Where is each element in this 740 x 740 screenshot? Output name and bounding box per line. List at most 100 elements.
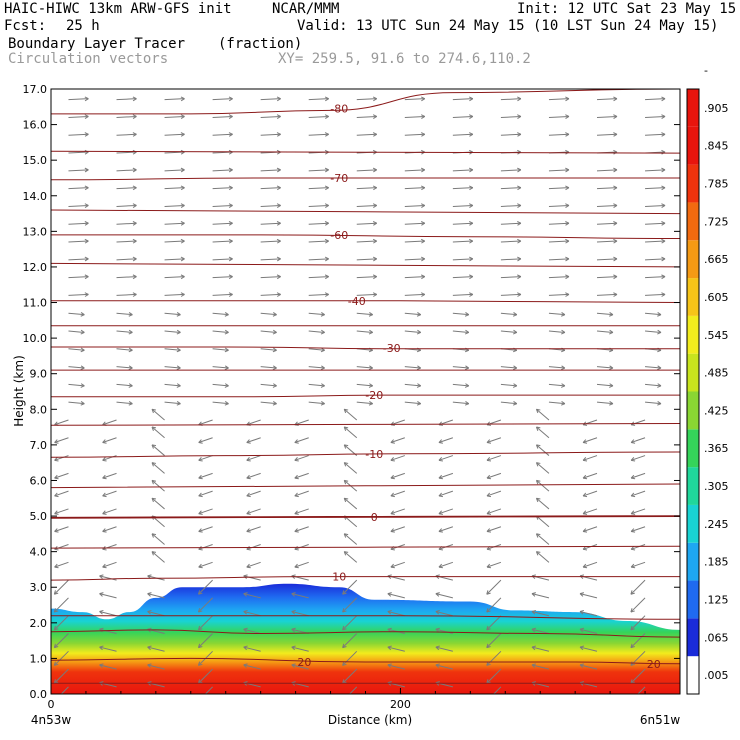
circulation-vector bbox=[68, 238, 89, 244]
circulation-vector bbox=[53, 579, 69, 595]
circulation-vector bbox=[198, 455, 213, 462]
circulation-vector bbox=[535, 408, 550, 421]
circulation-vector bbox=[116, 292, 137, 297]
circulation-vector bbox=[116, 114, 137, 119]
circulation-vector bbox=[243, 609, 261, 617]
colorbar-label: - bbox=[704, 64, 708, 77]
circulation-vector bbox=[645, 221, 666, 226]
circulation-vector bbox=[390, 526, 405, 533]
circulation-vector bbox=[452, 256, 474, 262]
circulation-vector bbox=[500, 132, 522, 137]
circulation-vector bbox=[579, 663, 598, 670]
colorbar-swatch bbox=[687, 278, 699, 316]
circulation-vector bbox=[645, 329, 662, 335]
circulation-vector bbox=[390, 455, 405, 462]
temperature-contour--40 bbox=[51, 300, 680, 303]
circulation-vector bbox=[548, 221, 570, 226]
circulation-vector bbox=[390, 472, 405, 480]
tracer-area bbox=[51, 583, 680, 694]
circulation-vector bbox=[54, 490, 69, 498]
colorbar-label: .425 bbox=[704, 404, 729, 417]
circulation-vector bbox=[438, 526, 454, 533]
circulation-vector bbox=[500, 312, 518, 317]
colorbar-label: .185 bbox=[704, 556, 729, 569]
circulation-vector bbox=[116, 167, 137, 173]
circulation-vector bbox=[579, 627, 598, 634]
circulation-vector bbox=[212, 274, 233, 280]
circulation-vector bbox=[212, 312, 229, 317]
circulation-vector bbox=[356, 365, 373, 371]
circulation-vector bbox=[260, 203, 281, 208]
circulation-vector bbox=[356, 185, 378, 191]
circulation-vector bbox=[404, 238, 426, 244]
circulation-vector bbox=[294, 472, 309, 480]
circulation-vector bbox=[68, 167, 89, 173]
circulation-vector bbox=[53, 633, 69, 649]
circulation-vector bbox=[435, 663, 453, 670]
circulation-vector bbox=[54, 437, 69, 444]
circulation-vector bbox=[645, 292, 666, 297]
circulation-vector bbox=[308, 312, 325, 317]
circulation-vector bbox=[531, 574, 550, 581]
circulation-vector bbox=[99, 609, 117, 617]
circulation-vector bbox=[343, 551, 358, 563]
circulation-vector bbox=[212, 238, 233, 244]
circulation-vector bbox=[212, 203, 233, 208]
circulation-vector bbox=[54, 419, 69, 426]
circulation-vector bbox=[68, 114, 89, 119]
circulation-vector bbox=[452, 238, 474, 244]
contour-label: 0 bbox=[371, 511, 378, 524]
circulation-vector bbox=[435, 609, 453, 617]
circulation-vector bbox=[404, 274, 426, 280]
circulation-vector bbox=[246, 455, 261, 462]
circulation-vector bbox=[548, 274, 570, 280]
circulation-vector bbox=[164, 132, 185, 137]
circulation-vector bbox=[579, 574, 598, 581]
circulation-vector bbox=[68, 274, 89, 280]
circulation-vector bbox=[452, 96, 474, 102]
circulation-vector bbox=[486, 437, 502, 444]
circulation-vector bbox=[68, 400, 85, 406]
circulation-vector bbox=[53, 615, 69, 631]
circulation-vector bbox=[308, 221, 329, 226]
contour-line bbox=[51, 483, 680, 489]
circulation-vector bbox=[147, 592, 165, 599]
y-tick-label: 7.0 bbox=[30, 439, 48, 452]
contour-label: 10 bbox=[332, 571, 346, 584]
circulation-vector bbox=[630, 419, 646, 426]
colorbar-swatch bbox=[687, 504, 699, 543]
circulation-vector bbox=[596, 365, 614, 371]
circulation-vector bbox=[645, 400, 662, 406]
contour-line bbox=[51, 615, 680, 620]
circulation-vector bbox=[579, 592, 598, 599]
circulation-vector bbox=[260, 347, 277, 353]
y-tick-label: 13.0 bbox=[23, 225, 48, 238]
circulation-vector bbox=[404, 365, 422, 371]
fcst-label: Fcst: bbox=[4, 18, 47, 34]
circulation-vector bbox=[645, 132, 666, 137]
circulation-vector bbox=[452, 114, 474, 119]
colorbar-swatch bbox=[687, 315, 699, 354]
circulation-vector bbox=[343, 426, 358, 439]
circulation-vector bbox=[645, 274, 666, 280]
circulation-vector bbox=[404, 256, 426, 262]
colorbar-swatch bbox=[687, 353, 699, 392]
y-axis-label: Height (km) bbox=[12, 355, 26, 426]
circulation-vector bbox=[68, 292, 89, 297]
fcst-value: 25 h bbox=[66, 18, 100, 34]
circulation-vector bbox=[500, 292, 522, 297]
circulation-vector bbox=[212, 292, 233, 297]
y-tick-label: 11.0 bbox=[23, 297, 48, 310]
circulation-vector bbox=[404, 185, 426, 191]
circulation-vector bbox=[548, 292, 570, 297]
circulation-vector bbox=[548, 203, 570, 208]
circulation-vector bbox=[116, 203, 137, 208]
colorbar-swatch bbox=[687, 240, 699, 279]
circulation-vector bbox=[535, 497, 550, 510]
colorbar-swatch bbox=[687, 429, 699, 468]
colorbar-swatch bbox=[687, 580, 699, 619]
circulation-vector bbox=[486, 419, 502, 426]
circulation-vector bbox=[260, 312, 277, 317]
circulation-vector bbox=[500, 400, 518, 406]
circulation-vector bbox=[291, 645, 309, 652]
